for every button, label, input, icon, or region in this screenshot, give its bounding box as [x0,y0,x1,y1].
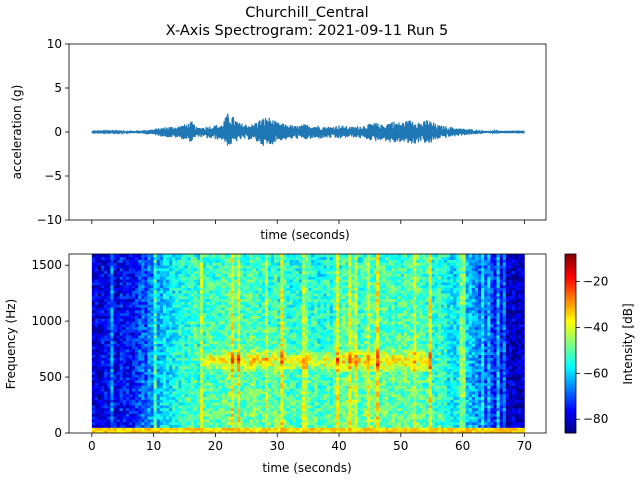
bottom-x-tick-label: 50 [393,439,408,453]
top-y-tick-label: 5 [54,81,62,95]
bottom-x-tick-label: 0 [88,439,96,453]
colorbar-gradient [565,254,576,434]
bottom-y-tick-label: 500 [39,370,62,384]
time-series-panel: −10 −5 0 5 10 time (seconds) acceleration (g… [10,37,547,242]
bottom-y-axis: 0 500 1000 1500 [31,258,69,440]
bottom-plot-frame [68,253,547,434]
colorbar-tick-label: −40 [583,320,608,334]
colorbar-tick-label: −60 [583,366,608,380]
colorbar: −80 −60 −40 −20 Intensity [dB] [564,253,635,434]
bottom-x-tick-label: 60 [455,439,470,453]
bottom-y-tick-label: 1000 [31,314,62,328]
spectrogram-panel: 0 500 1000 1500 0 10 20 30 40 50 60 70 time (secon… [4,253,547,475]
bottom-x-tick-label: 20 [208,439,223,453]
top-x-axis [91,220,525,224]
acceleration-line [91,113,525,146]
top-y-axis: −10 −5 0 5 10 [37,37,69,227]
figure-title-line2: X-Axis Spectrogram: 2021-09-11 Run 5 [166,23,449,39]
top-y-tick-label: 10 [47,37,62,51]
spectrogram-image [91,254,525,433]
figure-title-line1: Churchill_Central [245,5,368,21]
bottom-x-tick-label: 10 [146,439,161,453]
bottom-y-tick-label: 0 [54,426,62,440]
top-x-axis-label: time (seconds) [260,228,349,242]
top-y-tick-label: −5 [44,169,62,183]
acceleration-series [91,113,525,146]
colorbar-label: Intensity [dB] [621,303,635,384]
bottom-y-axis-label: Frequency (Hz) [4,299,18,390]
bottom-x-tick-label: 30 [270,439,285,453]
colorbar-frame [564,253,577,434]
top-y-axis-label: acceleration (g) [10,85,24,180]
colorbar-axis: −80 −60 −40 −20 [576,275,608,426]
bottom-x-tick-label: 70 [517,439,532,453]
colorbar-tick-label: −80 [583,412,608,426]
bottom-x-tick-label: 40 [331,439,346,453]
bottom-x-axis-label: time (seconds) [262,461,351,475]
bottom-y-tick-label: 1500 [31,258,62,272]
colorbar-tick-label: −20 [583,275,608,289]
top-y-tick-label: −10 [37,213,62,227]
top-y-tick-label: 0 [54,125,62,139]
bottom-x-axis: 0 10 20 30 40 50 60 70 [88,433,532,453]
